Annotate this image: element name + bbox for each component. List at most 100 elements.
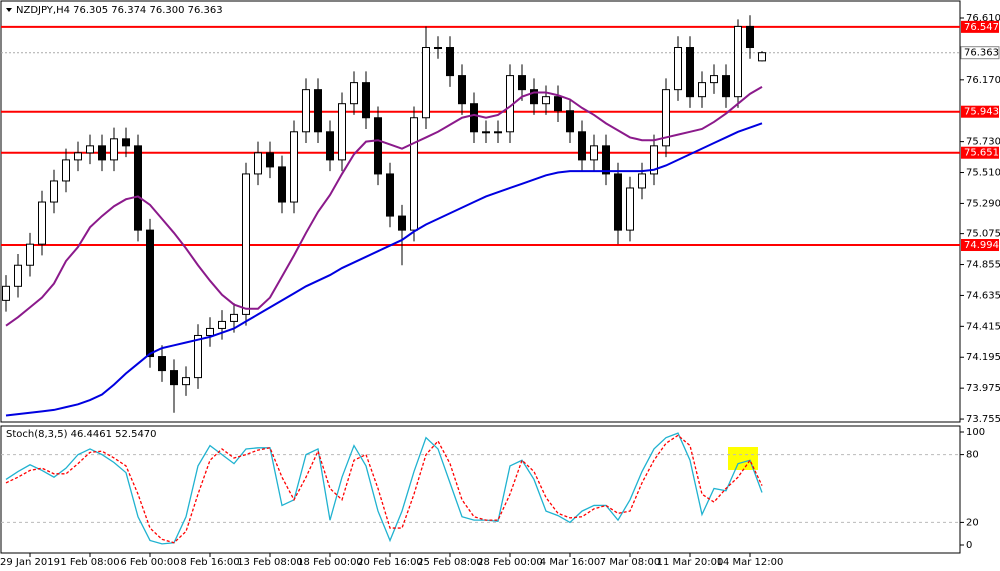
y-tick-label: 75.510	[966, 168, 1000, 179]
candle-body	[218, 320, 226, 329]
candle-body	[14, 264, 22, 287]
x-tick-label: 14 Mar 12:00	[717, 557, 784, 568]
candle-body	[254, 152, 262, 175]
candle-body	[86, 145, 94, 154]
x-tick-label: 13 Feb 08:00	[237, 557, 303, 568]
level-label: 75.943	[964, 107, 999, 118]
candle-body	[734, 25, 742, 98]
candle-body	[710, 75, 718, 84]
candle-body	[590, 145, 598, 161]
candle-body	[26, 243, 34, 266]
symbol-marker	[6, 8, 12, 12]
y-tick-label: 100	[966, 427, 985, 438]
stoch-title: Stoch(8,3,5) 46.4461 52.5470	[6, 429, 157, 440]
candle-body	[98, 145, 106, 161]
x-tick-label: 6 Feb 00:00	[120, 557, 179, 568]
candle-body	[662, 89, 670, 147]
candle-body	[2, 285, 10, 301]
level-label: 76.547	[964, 22, 999, 33]
last-price-label: 76.363	[964, 48, 999, 59]
candle-body	[758, 52, 766, 62]
y-tick-label: 74.855	[966, 260, 1000, 271]
y-tick-label: 76.610	[966, 13, 1000, 24]
candle-body	[362, 82, 370, 119]
stoch-panel-frame	[0, 425, 961, 554]
candle-body	[338, 103, 346, 161]
candle-body	[38, 201, 46, 245]
candle-body	[50, 180, 58, 203]
candle-body	[566, 110, 574, 133]
candle-body	[626, 187, 634, 231]
y-tick-label: 74.635	[966, 290, 1000, 301]
candle-body	[554, 96, 562, 112]
candle-body	[302, 89, 310, 133]
candle-body	[326, 131, 334, 161]
candle-body	[530, 89, 538, 105]
candle-body	[170, 370, 178, 386]
candle-body	[518, 75, 526, 91]
candle-body	[314, 89, 322, 133]
candle-body	[410, 117, 418, 231]
candle-body	[398, 215, 406, 231]
candle-body	[722, 75, 730, 98]
candle-body	[614, 173, 622, 231]
level-label-box	[961, 239, 999, 252]
candle-body	[686, 47, 694, 98]
candle-body	[74, 152, 82, 161]
x-tick-label: 4 Mar 16:00	[540, 557, 600, 568]
candle-body	[146, 229, 154, 358]
last-price-box	[960, 46, 1000, 60]
y-tick-label: 20	[966, 517, 979, 528]
x-tick-label: 1 Feb 08:00	[60, 557, 119, 568]
candle-body	[134, 145, 142, 231]
candle-body	[674, 47, 682, 91]
candle-body	[434, 47, 442, 50]
y-tick-label: 74.415	[966, 321, 1000, 332]
y-tick-label: 75.730	[966, 137, 1000, 148]
y-tick-label: 80	[966, 450, 979, 461]
candle-body	[206, 327, 214, 336]
candle-body	[266, 152, 274, 168]
y-tick-label: 0	[966, 540, 972, 551]
chart-title: NZDJPY,H4 76.305 76.374 76.300 76.363	[16, 5, 223, 16]
candle-body	[182, 377, 190, 386]
candle-body	[374, 117, 382, 175]
x-tick-label: 29 Jan 2019	[0, 557, 60, 568]
candle-body	[602, 145, 610, 175]
candle-body	[158, 356, 166, 372]
candle-body	[494, 131, 502, 134]
stoch-line	[5, 432, 763, 545]
y-tick-label: 73.755	[966, 414, 1000, 425]
candle-body	[746, 25, 754, 49]
candle-body	[290, 131, 298, 203]
y-tick-label: 75.290	[966, 198, 1000, 209]
candle-body	[350, 82, 358, 105]
candle-body	[542, 96, 550, 105]
level-label-box	[961, 105, 999, 118]
moving-average	[5, 85, 763, 327]
x-tick-label: 8 Feb 16:00	[180, 557, 239, 568]
candle-body	[62, 159, 70, 182]
x-tick-label: 20 Feb 16:00	[357, 557, 423, 568]
y-tick-label: 74.195	[966, 352, 1000, 363]
candle-body	[650, 145, 658, 175]
highlight-box	[728, 447, 758, 470]
x-tick-label: 7 Mar 08:00	[600, 557, 660, 568]
candle-body	[458, 75, 466, 105]
candle-body	[638, 173, 646, 189]
candle-body	[194, 334, 202, 379]
y-tick-label: 73.975	[966, 383, 1000, 394]
candle-body	[278, 166, 286, 203]
stoch-line	[5, 434, 763, 544]
level-label: 75.651	[964, 148, 999, 159]
candle-body	[242, 173, 250, 315]
candle-body	[698, 82, 706, 98]
candle-body	[122, 138, 130, 147]
candle-body	[386, 173, 394, 217]
candle-body	[470, 103, 478, 133]
level-label-box	[961, 146, 999, 159]
candle-body	[230, 313, 238, 322]
level-label: 74.994	[964, 240, 999, 251]
x-tick-label: 11 Mar 20:00	[657, 557, 724, 568]
